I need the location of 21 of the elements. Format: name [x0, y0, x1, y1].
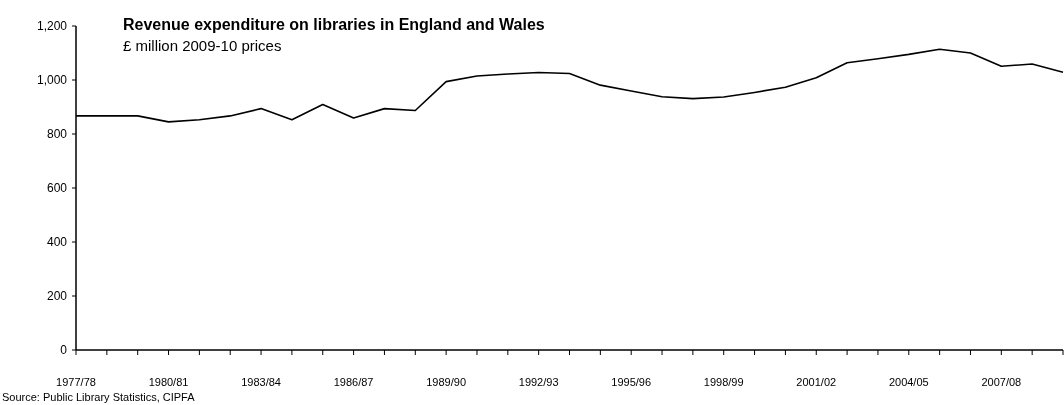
chart-title: Revenue expenditure on libraries in England and Wales: [123, 16, 545, 33]
source-note: Source: Public Library Statistics, CIPFA: [2, 391, 196, 403]
x-tick-label: 2004/05: [888, 376, 929, 388]
x-tick-label: 2007/08: [981, 376, 1022, 388]
y-tick-label: 200: [46, 289, 68, 304]
y-tick-label: 600: [46, 181, 68, 196]
x-tick-label: 1983/84: [241, 376, 281, 388]
x-tick-label: 2001/02: [796, 376, 837, 388]
x-tick-label: 1998/99: [703, 376, 744, 388]
x-tick-label: 1986/87: [333, 376, 374, 388]
y-tick-label: 400: [46, 235, 68, 250]
x-tick-label: 1995/96: [611, 376, 652, 388]
text: £ million 2009-10 prices: [123, 37, 282, 54]
x-tick-label: 1977/78: [56, 376, 96, 388]
x-tick-label: 1980/81: [148, 376, 189, 388]
y-tick-label: 800: [46, 127, 68, 142]
y-tick-label: 1,200: [36, 19, 68, 34]
x-tick-label: 1992/93: [518, 376, 559, 388]
y-tick-label: 1,000: [36, 73, 68, 88]
y-tick-label: 0: [60, 343, 68, 358]
x-tick-label: 1989/90: [426, 376, 467, 388]
